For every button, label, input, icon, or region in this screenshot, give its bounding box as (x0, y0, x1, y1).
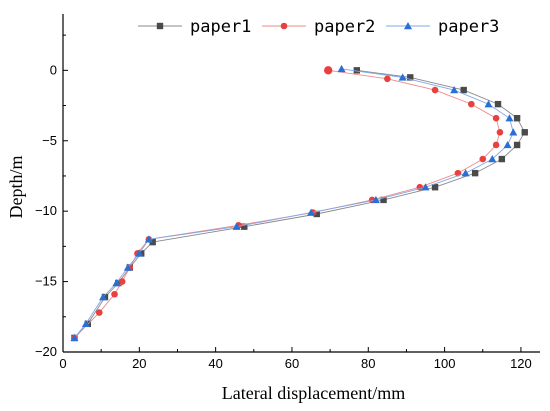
data-point (144, 235, 153, 243)
data-point (505, 114, 514, 122)
data-point (135, 249, 144, 257)
data-point (421, 183, 430, 191)
data-point (431, 184, 439, 191)
data-point (123, 263, 132, 271)
x-tick-label: 100 (434, 356, 456, 371)
data-point (111, 290, 118, 298)
legend-label: paper2 (314, 17, 375, 37)
data-point (232, 222, 241, 230)
data-point (398, 73, 407, 81)
series-line-paper3 (74, 68, 514, 339)
data-point (450, 86, 459, 94)
data-point (513, 115, 521, 122)
data-point (353, 67, 361, 74)
legend-marker (280, 22, 288, 30)
data-point (484, 100, 493, 108)
data-point (407, 74, 414, 81)
data-point (241, 223, 248, 230)
data-point (488, 155, 497, 163)
data-point (521, 129, 528, 136)
legend-label: paper1 (190, 17, 251, 37)
x-tick-label: 40 (208, 356, 222, 371)
legend: paper1 paper2 paper3 (138, 17, 499, 37)
x-tick-label: 20 (132, 356, 146, 371)
data-point (149, 238, 156, 246)
data-point (81, 319, 90, 328)
data-point (95, 309, 103, 316)
data-point (431, 86, 439, 94)
data-point (337, 64, 346, 73)
data-point (112, 278, 121, 287)
series-line-paper2 (74, 69, 501, 339)
data-point (509, 128, 518, 136)
data-point (503, 140, 512, 149)
legend-item-paper3: paper3 (386, 17, 499, 37)
x-tick-label: 60 (285, 356, 299, 371)
data-point (313, 210, 320, 218)
series-paper1 (71, 67, 528, 342)
series-paper3 (70, 64, 518, 342)
data-point (371, 195, 380, 204)
series-paper2 (71, 66, 504, 342)
data-point (384, 75, 391, 83)
legend-marker (404, 22, 412, 30)
axes: 0 20 40 60 80 100 120 0 −5 −10 −15 −20 (35, 14, 540, 371)
x-tick-label: 80 (361, 356, 375, 371)
data-point (494, 100, 502, 108)
data-point (498, 155, 506, 163)
data-point (70, 333, 79, 342)
data-point (307, 208, 316, 216)
y-tick-label: −15 (35, 274, 57, 289)
data-point (492, 141, 500, 149)
y-tick-label: −20 (35, 344, 57, 359)
y-tick-label: −10 (35, 203, 57, 218)
x-tick-label: 120 (510, 356, 532, 371)
data-point (471, 169, 479, 177)
y-tick-label: 0 (50, 62, 57, 77)
data-point (380, 196, 387, 204)
series-layer (70, 64, 528, 342)
data-point (496, 129, 504, 136)
data-point (492, 114, 500, 122)
data-point (99, 293, 108, 301)
y-tick-label: −5 (42, 133, 57, 148)
data-point (460, 86, 467, 94)
data-point (513, 141, 521, 149)
data-point (479, 155, 487, 163)
legend-marker (156, 22, 164, 30)
y-axis-label: Depth/m (6, 156, 26, 219)
data-point (324, 66, 333, 75)
x-axis-label: Lateral displacement/mm (222, 383, 405, 403)
data-point (461, 169, 470, 177)
series-line-paper1 (74, 69, 526, 339)
data-point (118, 278, 126, 285)
data-point (468, 100, 475, 108)
legend-label: paper3 (438, 17, 499, 37)
x-tick-label: 0 (59, 356, 66, 371)
legend-item-paper1: paper1 (138, 17, 251, 37)
legend-item-paper2: paper2 (262, 17, 375, 37)
